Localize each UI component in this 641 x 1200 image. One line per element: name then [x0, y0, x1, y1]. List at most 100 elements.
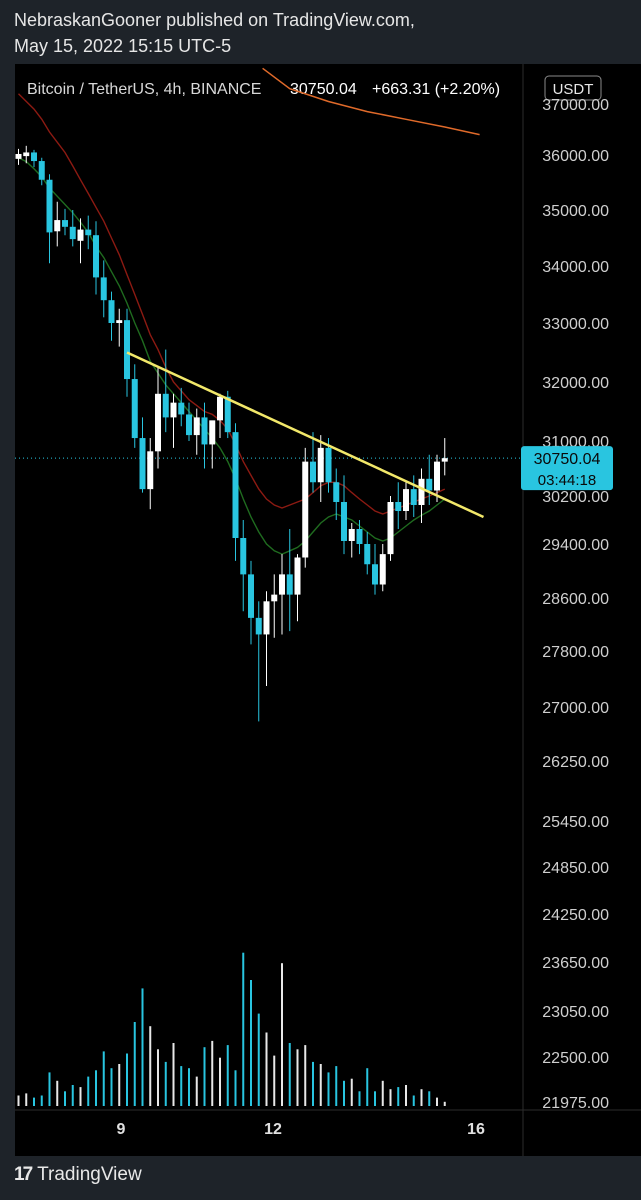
candle-body	[31, 152, 37, 162]
candle-body	[108, 300, 115, 323]
candle	[155, 367, 161, 469]
candle	[348, 523, 355, 558]
volume-bar	[250, 980, 252, 1106]
volume-bar	[25, 1093, 28, 1106]
candle-body	[232, 432, 239, 538]
candle	[23, 145, 30, 164]
y-tick-label: 25450.00	[542, 814, 609, 831]
volume-bar	[95, 1070, 97, 1106]
candle-body	[441, 458, 448, 462]
candle-body	[178, 402, 185, 415]
volume-bar	[273, 1055, 276, 1106]
volume-bar	[257, 1013, 260, 1106]
candle-body	[418, 478, 425, 505]
volume-bar	[87, 1076, 90, 1106]
candle	[69, 210, 76, 247]
y-tick-label: 23650.00	[542, 955, 609, 972]
candle-body	[224, 396, 231, 433]
volume-bar	[428, 1091, 431, 1106]
candle	[162, 349, 169, 433]
volume-bar	[335, 1066, 338, 1106]
volume-bar	[343, 1080, 345, 1106]
volume-bar	[17, 1095, 20, 1106]
candle	[341, 475, 347, 555]
volume-bar	[64, 1091, 66, 1106]
volume-bar	[265, 1032, 268, 1106]
volume-bar	[180, 1066, 183, 1106]
candle	[116, 308, 123, 347]
candle-body	[255, 617, 262, 635]
volume-bar	[219, 1057, 221, 1106]
candle-body	[395, 502, 402, 511]
candle	[441, 438, 448, 476]
candle-body	[186, 414, 192, 436]
volume-bar	[164, 1061, 167, 1106]
candle	[108, 291, 115, 341]
volume-bar	[374, 1091, 376, 1106]
price-chart[interactable]: Bitcoin / TetherUS, 4h, BINANCE 30750.04…	[15, 64, 641, 1156]
volume-bar	[312, 1061, 314, 1106]
x-tick-label: 12	[264, 1121, 282, 1138]
volume-bar	[226, 1045, 229, 1106]
candle-body	[38, 161, 45, 180]
currency-label: USDT	[553, 81, 594, 98]
candle	[333, 468, 340, 520]
candle-body	[193, 417, 200, 436]
volume-bar	[79, 1087, 82, 1106]
candle	[271, 574, 278, 638]
volume-bar	[118, 1064, 121, 1106]
candle	[217, 393, 223, 439]
candle	[356, 520, 363, 555]
candle	[325, 438, 332, 493]
candle	[387, 496, 394, 561]
ema-red-line	[18, 93, 446, 515]
candle-body	[341, 502, 347, 541]
volume-bar	[48, 1072, 51, 1106]
candle-body	[294, 557, 301, 595]
volume-bar	[288, 1043, 291, 1106]
volume-bar	[242, 952, 245, 1106]
volume-bar	[436, 1097, 438, 1106]
x-tick-label: 16	[467, 1121, 485, 1138]
candle	[131, 364, 138, 448]
candle-body	[209, 420, 216, 445]
chart-pane[interactable]: Bitcoin / TetherUS, 4h, BINANCE 30750.04…	[15, 64, 641, 1156]
volume-bar	[358, 1091, 361, 1106]
y-tick-label: 34000.00	[542, 259, 609, 276]
y-tick-label: 37000.00	[542, 97, 609, 114]
candle-body	[85, 229, 92, 236]
candle-body	[387, 502, 394, 555]
y-tick-label: 27800.00	[542, 644, 609, 661]
y-tick-label: 21975.00	[542, 1095, 609, 1112]
candle	[85, 215, 92, 250]
volume-bar	[412, 1095, 415, 1106]
volume-bar	[102, 1051, 105, 1106]
candle	[15, 148, 22, 165]
candle-body	[116, 320, 123, 323]
candle	[263, 591, 270, 686]
currency-button[interactable]: USDT	[544, 75, 602, 101]
last-price-tag	[521, 446, 613, 491]
candle-body	[279, 574, 285, 595]
candle-body	[217, 396, 223, 421]
y-tick-label: 22500.00	[542, 1050, 609, 1067]
y-tick-label: 35000.00	[542, 203, 609, 220]
candle	[100, 260, 107, 318]
tradingview-logo[interactable]: 17 TradingView	[14, 1164, 142, 1186]
candle-body	[263, 601, 270, 635]
candle	[178, 387, 185, 427]
legend-symbol: Bitcoin / TetherUS, 4h, BINANCE	[27, 81, 261, 98]
candle	[147, 438, 154, 510]
publish-header: NebraskanGooner published on TradingView…	[0, 0, 641, 64]
candle-body	[356, 529, 363, 544]
candle-body	[317, 447, 324, 483]
candle	[379, 544, 386, 592]
candle	[193, 408, 200, 455]
volume-bar	[203, 1047, 206, 1106]
ema-orange-line	[262, 67, 480, 136]
candle-body	[325, 447, 332, 483]
candle-body	[286, 574, 293, 595]
volume-bar	[350, 1078, 353, 1106]
volume-bar	[397, 1087, 400, 1106]
candle	[170, 393, 177, 448]
